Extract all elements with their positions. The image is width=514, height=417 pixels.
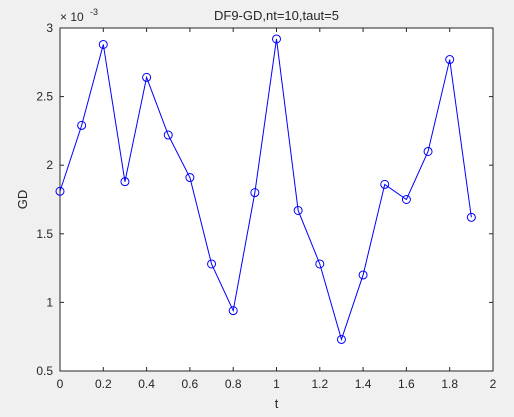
x-tick-label: 2 xyxy=(490,377,497,391)
x-tick-label: 1 xyxy=(273,377,280,391)
series-layer xyxy=(55,34,476,344)
chart-title: DF9-GD,nt=10,taut=5 xyxy=(214,8,339,23)
data-point-marker xyxy=(55,186,65,196)
data-point-marker xyxy=(228,306,238,316)
data-point-marker xyxy=(142,72,152,82)
data-point-marker xyxy=(163,130,173,140)
data-point-marker xyxy=(185,173,195,183)
data-point-marker xyxy=(445,55,455,65)
data-point-marker xyxy=(315,259,325,269)
y-tick-label: 1.5 xyxy=(36,227,53,241)
y-tick-label: 3 xyxy=(46,21,53,35)
x-tick-label: 1.4 xyxy=(355,377,372,391)
x-tick-label: 0.8 xyxy=(225,377,242,391)
x-tick-label: 0 xyxy=(57,377,64,391)
plot-area xyxy=(59,27,494,372)
data-point-marker xyxy=(120,177,130,187)
x-tick-label: 1.2 xyxy=(311,377,328,391)
x-tick-label: 1.8 xyxy=(441,377,458,391)
x-tick-label: 0.2 xyxy=(95,377,112,391)
y-tick-label: 2 xyxy=(46,158,53,172)
y-axis: 0.5 1 1.5 2 2.5 3 xyxy=(36,21,493,378)
data-point-marker xyxy=(466,212,476,222)
data-point-marker xyxy=(77,120,87,130)
data-point-marker xyxy=(98,39,108,49)
data-point-marker xyxy=(423,146,433,156)
data-point-marker xyxy=(336,334,346,344)
data-point-marker xyxy=(380,179,390,189)
y-tick-label: 2.5 xyxy=(36,90,53,104)
x-axis: 0 0.2 0.4 0.6 0.8 1 1.2 1.4 1.6 1.8 2 xyxy=(57,28,497,391)
y-exponent-value: -3 xyxy=(90,7,98,17)
data-point-marker xyxy=(358,270,368,280)
x-axis-label: t xyxy=(275,396,279,411)
y-axis-label: GD xyxy=(15,190,30,210)
data-point-marker xyxy=(272,34,281,44)
y-tick-label: 1 xyxy=(46,295,53,309)
x-tick-label: 0.6 xyxy=(182,377,199,391)
data-point-marker xyxy=(207,259,217,269)
y-exponent-label: × 10 xyxy=(60,10,84,24)
y-tick-label: 0.5 xyxy=(36,364,53,378)
data-point-marker xyxy=(293,205,303,215)
x-tick-label: 1.6 xyxy=(398,377,415,391)
data-point-marker xyxy=(250,188,260,198)
x-tick-label: 0.4 xyxy=(138,377,155,391)
data-point-marker xyxy=(401,195,411,204)
